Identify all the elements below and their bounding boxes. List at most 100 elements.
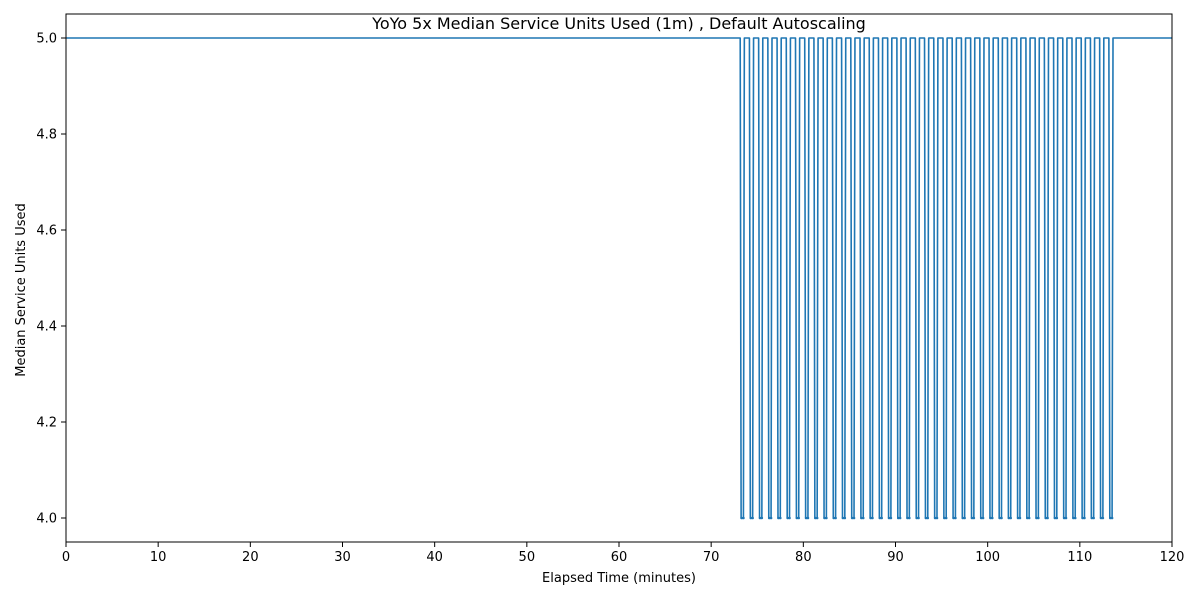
data-point xyxy=(990,516,994,520)
data-point xyxy=(1062,516,1066,520)
data-point xyxy=(1090,516,1094,520)
data-point xyxy=(917,516,920,520)
data-point xyxy=(972,516,976,520)
data-point xyxy=(1092,516,1095,520)
data-point xyxy=(915,516,918,520)
x-tick-label: 20 xyxy=(242,550,259,565)
series-markers xyxy=(740,516,1114,520)
data-point xyxy=(898,516,902,520)
data-point xyxy=(887,516,891,520)
x-tick-label: 40 xyxy=(426,550,443,565)
data-point xyxy=(896,516,900,520)
data-point xyxy=(795,516,799,520)
data-point xyxy=(1046,516,1049,520)
data-point xyxy=(963,516,966,520)
data-point xyxy=(869,516,872,520)
y-axis: 4.0 4.2 4.4 4.6 4.8 5.0 xyxy=(36,32,66,527)
data-point xyxy=(823,516,826,520)
data-point xyxy=(981,516,985,520)
data-point xyxy=(1018,516,1022,520)
data-point xyxy=(998,516,1001,520)
data-point xyxy=(1055,516,1059,520)
x-tick-label: 0 xyxy=(62,550,70,565)
data-point xyxy=(1044,516,1048,520)
data-point xyxy=(797,516,801,520)
x-tick-label: 80 xyxy=(795,550,812,565)
data-point xyxy=(1025,516,1029,520)
x-tick-label: 100 xyxy=(975,550,1000,565)
data-point xyxy=(1108,516,1112,520)
data-point xyxy=(788,516,791,520)
data-point xyxy=(906,516,909,520)
data-point xyxy=(979,516,983,520)
data-point xyxy=(952,516,955,520)
data-point xyxy=(777,516,780,520)
data-point xyxy=(1053,516,1057,520)
data-point xyxy=(1072,516,1075,520)
x-tick-label: 70 xyxy=(703,550,720,565)
data-point xyxy=(832,516,836,520)
series-line xyxy=(66,37,1172,519)
y-tick-label: 4.8 xyxy=(36,128,57,143)
data-point xyxy=(740,516,743,520)
x-axis-label: Elapsed Time (minutes) xyxy=(542,571,696,586)
data-point xyxy=(1027,516,1031,520)
data-point xyxy=(860,516,863,520)
data-point xyxy=(1081,516,1084,520)
data-point xyxy=(834,516,837,520)
data-point xyxy=(1007,516,1011,520)
data-point xyxy=(749,516,753,520)
data-point xyxy=(1073,516,1077,520)
x-tick-label: 120 xyxy=(1160,550,1185,565)
data-point xyxy=(1064,516,1068,520)
data-point xyxy=(961,516,965,520)
data-point xyxy=(786,516,789,520)
data-point xyxy=(804,516,808,520)
data-point xyxy=(841,516,845,520)
data-point xyxy=(935,516,939,520)
x-tick-label: 90 xyxy=(887,550,904,565)
plot-frame xyxy=(65,13,1173,543)
data-point xyxy=(989,516,992,520)
data-point xyxy=(880,516,883,520)
y-tick-label: 5.0 xyxy=(36,32,57,47)
data-point xyxy=(843,516,847,520)
data-point xyxy=(878,516,882,520)
data-point xyxy=(760,516,764,520)
data-point xyxy=(954,516,957,520)
y-tick-label: 4.6 xyxy=(36,224,57,239)
data-point xyxy=(751,516,754,520)
y-tick-label: 4.4 xyxy=(36,320,57,335)
data-point xyxy=(769,516,773,520)
data-point xyxy=(758,516,762,520)
data-point xyxy=(944,516,948,520)
x-tick-label: 60 xyxy=(611,550,628,565)
data-point xyxy=(1000,516,1003,520)
data-point xyxy=(1101,516,1105,520)
x-tick-label: 50 xyxy=(519,550,536,565)
data-point xyxy=(889,516,893,520)
data-point xyxy=(908,516,911,520)
data-point xyxy=(1037,516,1040,520)
data-point xyxy=(1110,516,1114,520)
data-point xyxy=(850,516,854,520)
data-point xyxy=(1035,516,1038,520)
x-axis: 0 10 20 30 40 50 60 70 80 90 100 110 120 xyxy=(62,542,1185,565)
data-point xyxy=(1099,516,1103,520)
data-point xyxy=(852,516,856,520)
data-point xyxy=(933,516,937,520)
data-point xyxy=(814,516,817,520)
x-tick-label: 30 xyxy=(334,550,351,565)
chart-title: YoYo 5x Median Service Units Used (1m) ,… xyxy=(371,14,866,33)
x-tick-label: 10 xyxy=(150,550,167,565)
x-tick-label: 110 xyxy=(1067,550,1092,565)
data-point xyxy=(1009,516,1013,520)
data-point xyxy=(806,516,810,520)
data-point xyxy=(861,516,865,520)
data-point xyxy=(924,516,928,520)
data-point xyxy=(1083,516,1086,520)
data-point xyxy=(742,516,745,520)
data-point xyxy=(1016,516,1020,520)
data-point xyxy=(871,516,874,520)
